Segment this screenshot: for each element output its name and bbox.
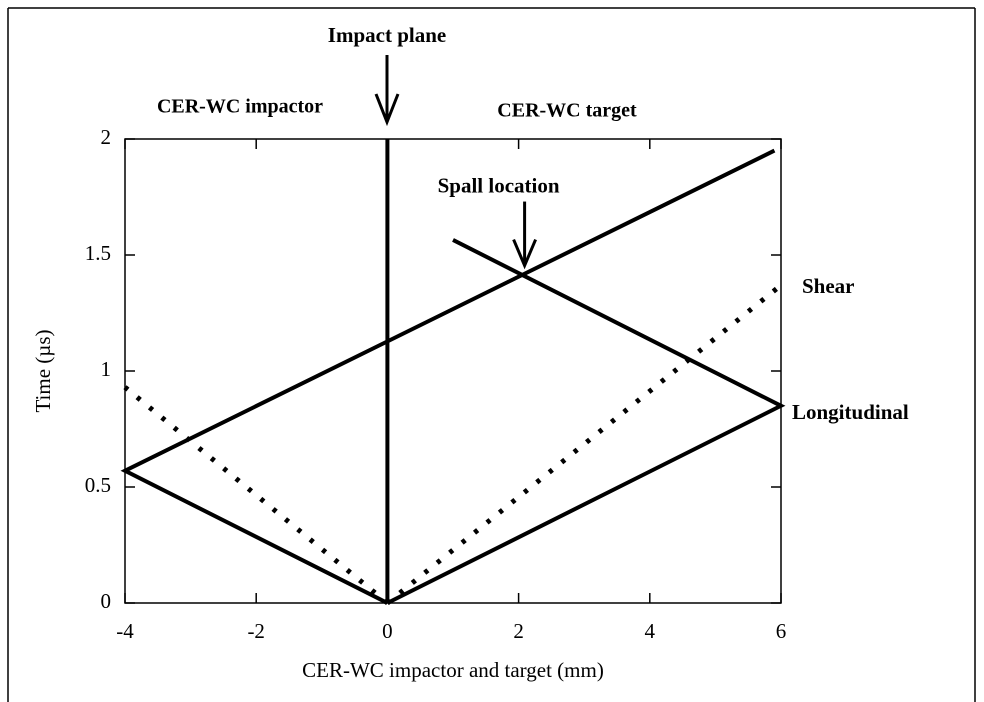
y-tick-label: 1 — [101, 357, 112, 381]
region-label: CER-WC target — [497, 100, 637, 122]
arrow-head — [374, 93, 400, 127]
x-tick-label: 4 — [645, 619, 656, 643]
arrow-head — [512, 238, 537, 270]
x-tick-label: 0 — [382, 619, 393, 643]
x-tick-label: -4 — [116, 619, 134, 643]
y-tick-label: 0.5 — [85, 473, 111, 497]
region-label: CER-WC impactor — [157, 96, 323, 118]
y-tick-label: 0 — [101, 589, 112, 613]
y-axis-label: Time (µs) — [31, 329, 55, 412]
x-tick-label: 6 — [776, 619, 787, 643]
series-label: Impact plane — [328, 23, 446, 47]
series-label: Shear — [802, 274, 855, 298]
x-tick-label: 2 — [513, 619, 524, 643]
series-line — [123, 283, 783, 605]
plot-frame — [124, 138, 782, 604]
series-line — [120, 148, 786, 605]
y-tick-label: 1.5 — [85, 241, 111, 265]
y-tick-label: 2 — [101, 125, 112, 149]
x-tick-label: -2 — [247, 619, 265, 643]
x-axis-label: CER-WC impactor and target (mm) — [302, 658, 604, 682]
series-label: Longitudinal — [792, 400, 909, 424]
annotation: Spall location — [438, 173, 560, 197]
